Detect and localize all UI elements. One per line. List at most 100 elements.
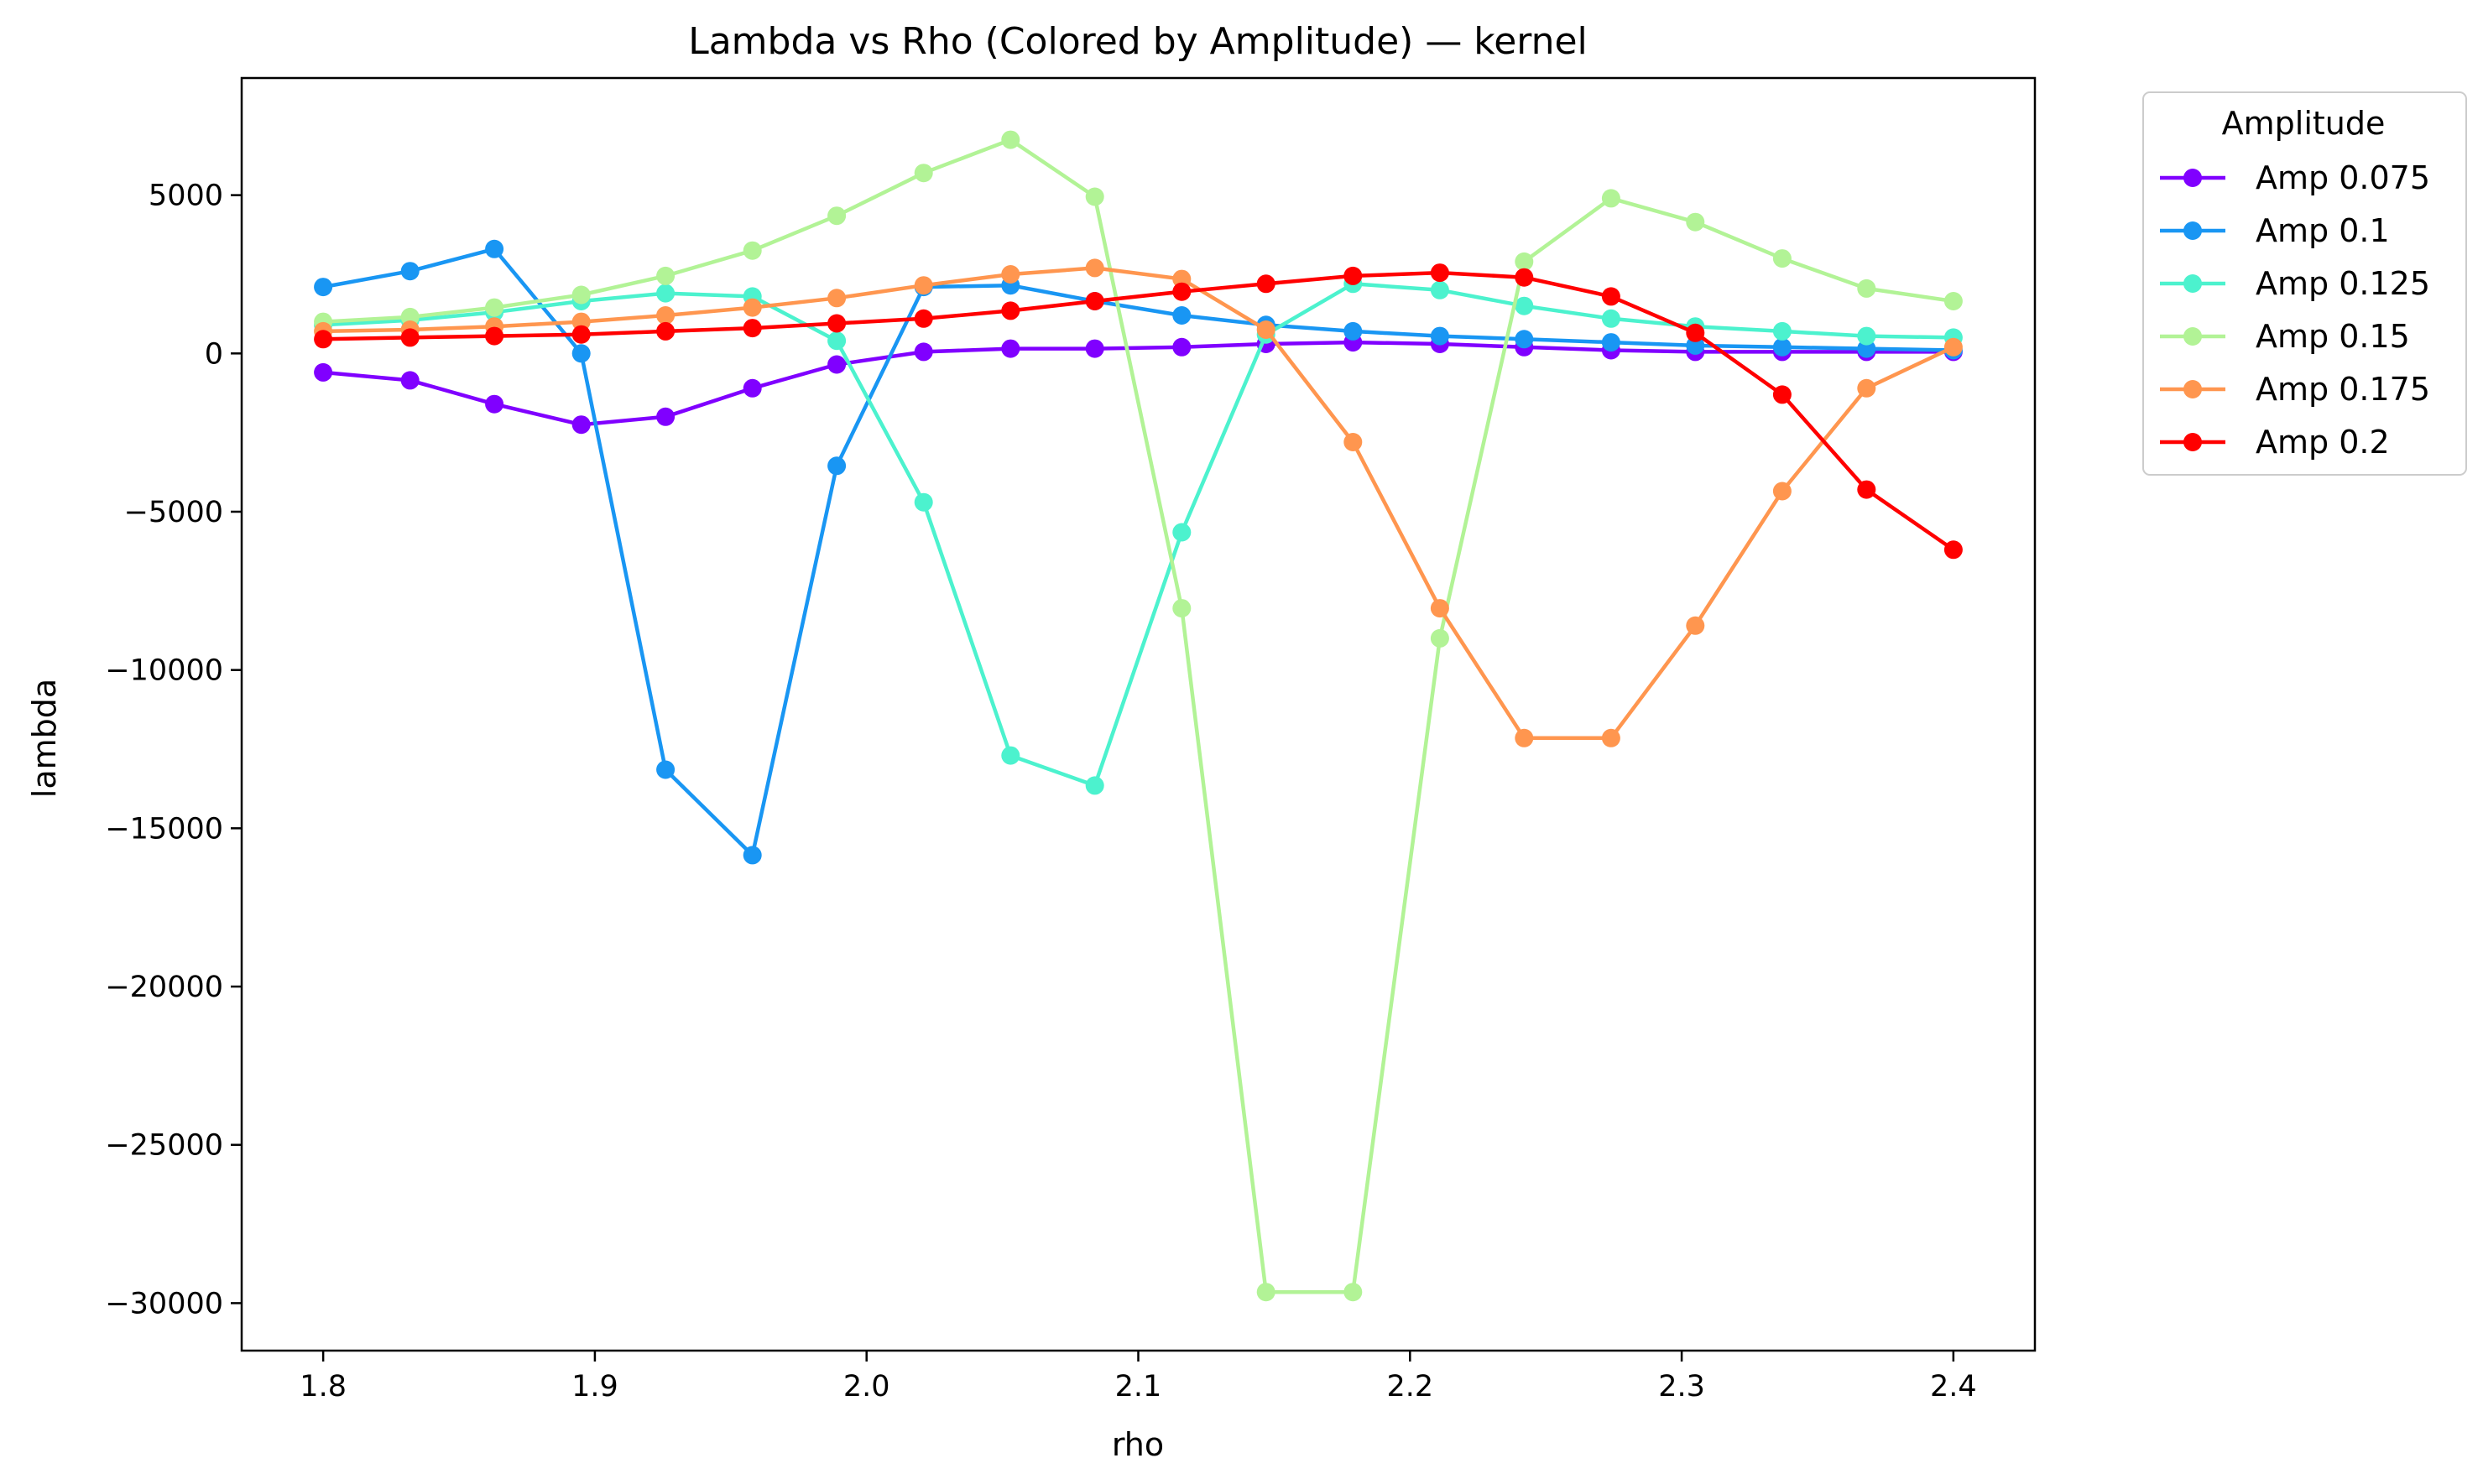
data-point (1686, 616, 1705, 635)
legend-label: Amp 0.125 (2256, 265, 2430, 302)
data-point (656, 266, 676, 285)
data-point (1772, 337, 1792, 357)
data-point (1001, 746, 1020, 765)
data-point (571, 325, 591, 344)
data-point (1001, 339, 1020, 358)
data-point (1430, 628, 1449, 648)
data-point (743, 241, 762, 260)
data-point (1256, 274, 1275, 294)
data-point (1515, 330, 1534, 349)
data-point (1172, 599, 1192, 618)
data-point (1085, 339, 1104, 358)
data-point (1085, 187, 1104, 206)
x-tick-label: 2.2 (1386, 1370, 1433, 1403)
data-point (1001, 301, 1020, 320)
series-line (322, 138, 1954, 1294)
data-point (743, 378, 762, 398)
data-point (743, 846, 762, 865)
data-point (914, 276, 933, 295)
data-point (571, 285, 591, 305)
data-point (1515, 252, 1534, 271)
x-tick-label: 2.0 (843, 1370, 890, 1403)
legend-entry: Amp 0.2 (2160, 424, 2390, 461)
data-point (1343, 321, 1363, 341)
data-point (827, 331, 847, 351)
data-point (827, 314, 847, 333)
data-point (571, 312, 591, 331)
data-point (743, 319, 762, 338)
x-tick-label: 2.4 (1930, 1370, 1977, 1403)
data-point (827, 289, 847, 308)
data-point (1172, 306, 1192, 325)
data-point (1172, 337, 1192, 357)
data-point (400, 328, 420, 347)
data-point (314, 362, 333, 382)
data-point (1601, 287, 1620, 306)
data-point (314, 330, 333, 349)
data-point (656, 760, 676, 779)
data-point (400, 371, 420, 390)
y-tick-label: −25000 (105, 1129, 223, 1163)
legend-label: Amp 0.2 (2256, 424, 2390, 461)
data-point (1256, 320, 1275, 339)
data-point (1172, 282, 1192, 301)
data-point (314, 278, 333, 297)
data-point (656, 321, 676, 341)
x-axis-label: rho (1112, 1426, 1164, 1463)
data-point (1857, 279, 1876, 298)
data-point (1430, 599, 1449, 618)
legend-swatch-marker (2183, 274, 2202, 293)
data-point (1943, 337, 1963, 357)
data-point (1085, 292, 1104, 310)
data-point (1686, 323, 1705, 342)
data-point (1601, 189, 1620, 208)
data-point (1943, 292, 1963, 310)
data-point (1601, 333, 1620, 352)
legend-swatch-marker (2183, 327, 2202, 346)
data-point (1857, 480, 1876, 499)
data-point (400, 262, 420, 281)
data-point (1085, 258, 1104, 278)
legend-entry: Amp 0.15 (2160, 318, 2410, 355)
x-tick-label: 1.9 (571, 1370, 618, 1403)
data-point (1686, 336, 1705, 355)
series-4 (314, 258, 1963, 747)
data-point (1001, 130, 1020, 149)
data-point (571, 415, 591, 435)
data-point (1343, 433, 1363, 451)
data-point (1256, 1283, 1275, 1302)
legend-swatch-marker (2183, 433, 2202, 451)
series-line (322, 282, 1954, 788)
legend-label: Amp 0.15 (2256, 318, 2410, 355)
data-point (1943, 540, 1963, 560)
data-point (1085, 776, 1104, 795)
legend-entry: Amp 0.075 (2160, 159, 2430, 196)
series-3 (314, 130, 1963, 1302)
data-point (1601, 309, 1620, 328)
legend-title: Amplitude (2222, 105, 2386, 142)
data-point (1430, 280, 1449, 299)
legend-swatch-marker (2183, 380, 2202, 398)
data-point (485, 239, 504, 258)
data-point (656, 306, 676, 325)
series-line (323, 270, 1955, 552)
plot-area (240, 76, 2037, 1352)
series-line (322, 247, 1954, 857)
data-point (743, 298, 762, 317)
data-point (485, 298, 504, 317)
data-point (827, 456, 847, 476)
data-point (914, 342, 933, 362)
data-point (1343, 1283, 1363, 1302)
data-point (656, 407, 676, 426)
data-point (1430, 263, 1449, 283)
y-tick-label: 5000 (149, 180, 223, 213)
data-point (1001, 265, 1020, 284)
y-tick-label: 0 (205, 337, 223, 371)
data-point (914, 164, 933, 183)
y-tick-label: −5000 (124, 496, 223, 529)
data-point (914, 492, 933, 512)
data-point (1686, 212, 1705, 232)
legend-swatch-marker (2183, 221, 2202, 240)
